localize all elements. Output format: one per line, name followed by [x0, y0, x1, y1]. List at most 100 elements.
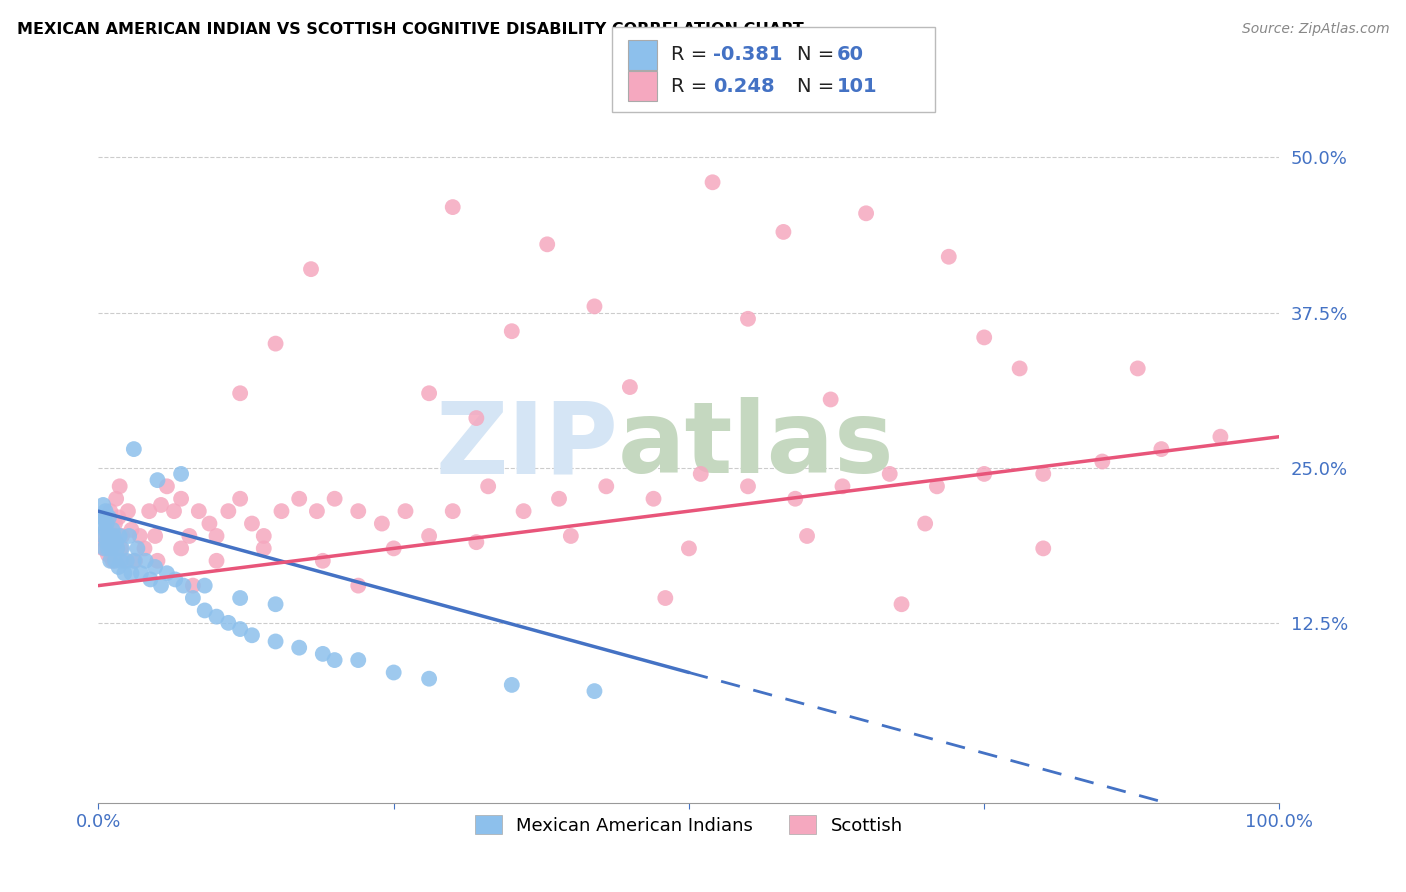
Point [90, 516, 112, 531]
Point [179, 529, 201, 543]
Point [91, 498, 114, 512]
Point [94, 535, 117, 549]
Point [418, 529, 440, 543]
Point [170, 467, 193, 481]
Point [465, 411, 488, 425]
Point [323, 653, 346, 667]
Point [418, 386, 440, 401]
Point [194, 579, 217, 593]
Text: N =: N = [797, 77, 834, 95]
Point [97, 548, 120, 562]
Point [689, 467, 711, 481]
Point [583, 299, 606, 313]
Point [323, 491, 346, 506]
Point [107, 560, 129, 574]
Point [146, 473, 169, 487]
Point [1032, 467, 1054, 481]
Point [96, 535, 118, 549]
Point [143, 560, 166, 574]
Point [103, 529, 125, 543]
Point [347, 504, 370, 518]
Point [418, 672, 440, 686]
Point [441, 504, 464, 518]
Point [702, 175, 724, 189]
Point [240, 516, 263, 531]
Point [1150, 442, 1173, 456]
Point [165, 573, 187, 587]
Point [172, 579, 194, 593]
Point [104, 554, 127, 568]
Point [100, 541, 122, 556]
Point [124, 554, 146, 568]
Point [253, 529, 276, 543]
Point [97, 529, 120, 543]
Point [100, 541, 122, 556]
Point [108, 479, 131, 493]
Point [94, 523, 117, 537]
Point [796, 529, 818, 543]
Point [111, 541, 134, 556]
Point [973, 330, 995, 344]
Point [134, 541, 156, 556]
Text: ZIP: ZIP [436, 398, 619, 494]
Point [105, 541, 128, 556]
Point [205, 529, 228, 543]
Point [501, 678, 523, 692]
Point [122, 554, 145, 568]
Text: 101: 101 [837, 77, 877, 95]
Point [112, 554, 135, 568]
Point [394, 504, 416, 518]
Point [187, 504, 209, 518]
Point [121, 566, 143, 581]
Point [170, 491, 193, 506]
Point [104, 516, 127, 531]
Point [501, 324, 523, 338]
Point [536, 237, 558, 252]
Point [91, 510, 114, 524]
Text: Source: ZipAtlas.com: Source: ZipAtlas.com [1241, 22, 1389, 37]
Text: R =: R = [671, 77, 707, 95]
Point [163, 504, 186, 518]
Legend: Mexican American Indians, Scottish: Mexican American Indians, Scottish [465, 806, 912, 844]
Point [128, 529, 150, 543]
Point [737, 479, 759, 493]
Point [181, 579, 204, 593]
Point [1209, 430, 1232, 444]
Point [737, 311, 759, 326]
Point [108, 529, 131, 543]
Point [465, 535, 488, 549]
Point [890, 597, 912, 611]
Point [97, 541, 120, 556]
Point [98, 510, 121, 524]
Point [264, 597, 287, 611]
Point [299, 262, 322, 277]
Point [122, 442, 145, 456]
Point [643, 491, 665, 506]
Point [150, 579, 173, 593]
Point [90, 529, 112, 543]
Point [441, 200, 464, 214]
Point [112, 566, 135, 581]
Point [91, 529, 114, 543]
Point [194, 603, 217, 617]
Point [127, 541, 149, 556]
Point [101, 554, 124, 568]
Point [229, 491, 252, 506]
Point [831, 479, 853, 493]
Point [93, 510, 115, 524]
Point [217, 504, 239, 518]
Point [107, 510, 129, 524]
Point [205, 609, 228, 624]
Point [121, 523, 143, 537]
Point [312, 647, 335, 661]
Point [678, 541, 700, 556]
Point [264, 336, 287, 351]
Point [91, 541, 114, 556]
Point [156, 566, 179, 581]
Point [93, 541, 115, 556]
Point [371, 516, 394, 531]
Point [103, 529, 125, 543]
Point [785, 491, 807, 506]
Point [938, 250, 960, 264]
Point [118, 529, 141, 543]
